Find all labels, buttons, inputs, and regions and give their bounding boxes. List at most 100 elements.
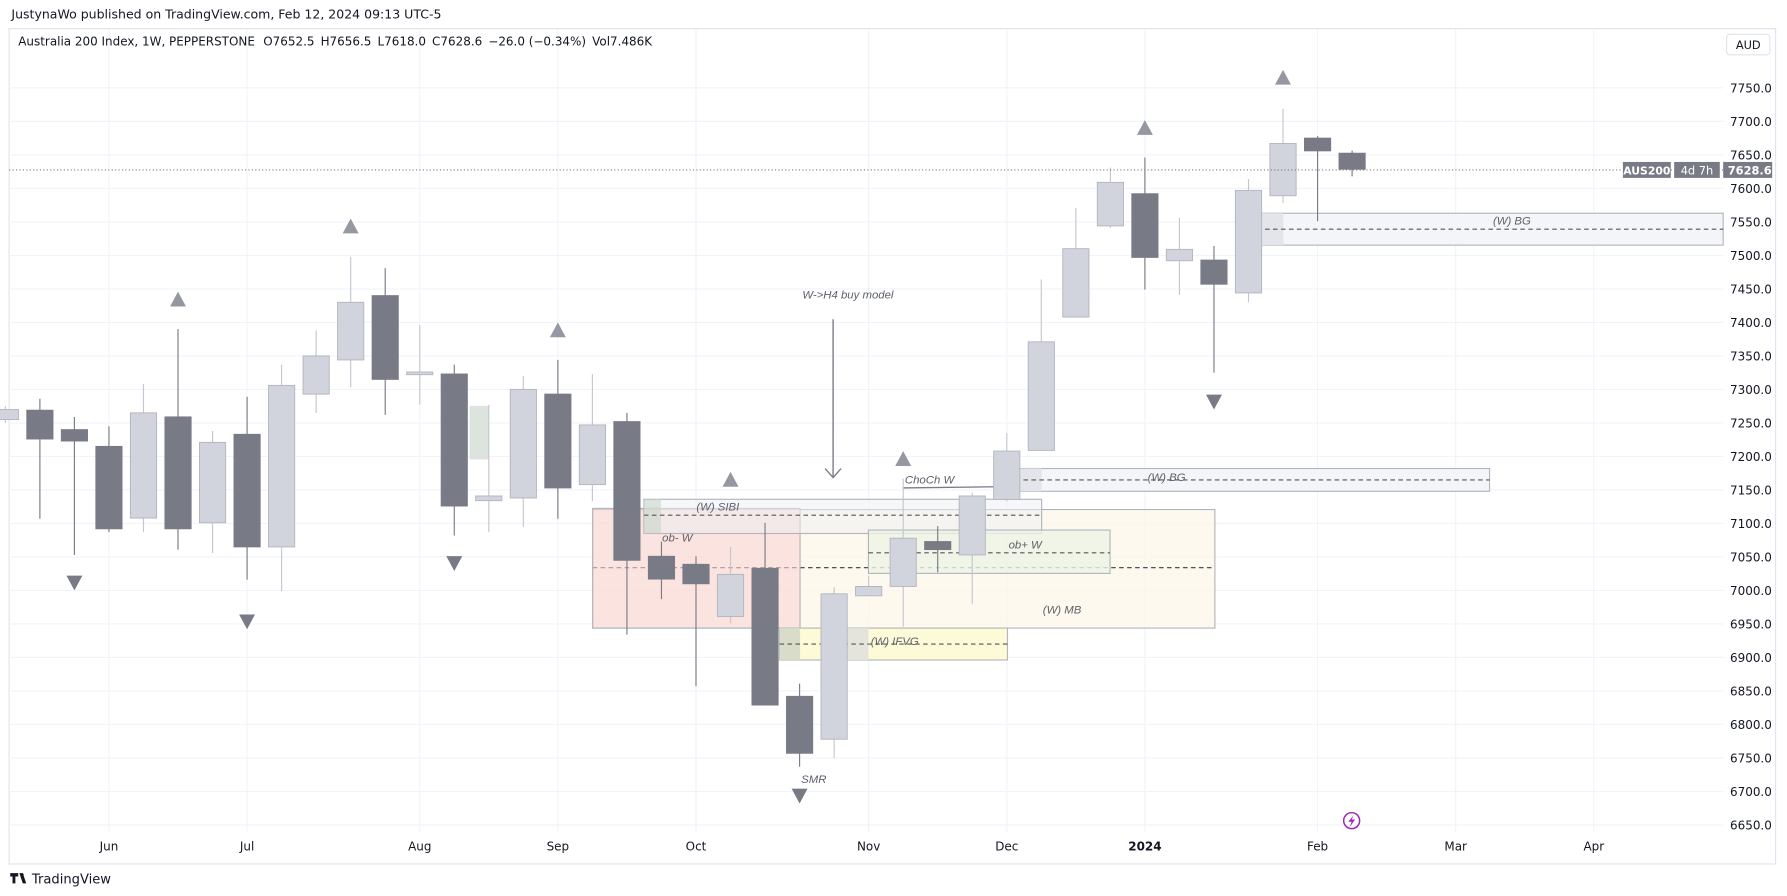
price-tick-label: 6750.0 xyxy=(1730,752,1772,766)
price-tick-label: 6900.0 xyxy=(1730,651,1772,665)
candle-body xyxy=(544,393,572,489)
candle xyxy=(889,478,917,627)
candle-body xyxy=(751,567,779,706)
time-tick-label: Apr xyxy=(1583,839,1604,853)
candle xyxy=(509,376,537,527)
time-tick-label: Feb xyxy=(1307,839,1328,853)
time-tick-label: Mar xyxy=(1444,839,1467,853)
triangle-down-icon xyxy=(446,556,463,571)
candle xyxy=(302,330,330,413)
triangle-down-icon xyxy=(239,614,256,630)
candle xyxy=(440,364,468,536)
candle xyxy=(855,575,883,597)
buy-model-label: W->H4 buy model xyxy=(802,290,894,302)
tradingview-logo-icon xyxy=(10,873,27,884)
candle xyxy=(682,556,710,687)
candle xyxy=(406,325,434,405)
candle-body xyxy=(682,563,710,585)
candle xyxy=(647,541,676,600)
candle-body xyxy=(26,409,54,440)
triangle-up-icon xyxy=(1275,69,1292,85)
price-tick-label: 7450.0 xyxy=(1730,282,1772,296)
tradingview-logo[interactable]: TradingView xyxy=(10,872,111,887)
price-tick-label: 7550.0 xyxy=(1730,215,1772,229)
candle-body xyxy=(855,585,883,597)
candle xyxy=(1304,136,1332,222)
candle xyxy=(544,359,572,519)
annotation-labels: W->H4 buy model (W) BG (W) BG ChoCh W (W… xyxy=(662,216,1531,786)
candle xyxy=(164,329,192,550)
legend-low: L7618.0 xyxy=(377,35,425,49)
price-tick-label: 7650.0 xyxy=(1730,148,1772,162)
candle xyxy=(958,492,986,604)
candle-body xyxy=(1096,181,1124,227)
smr-label: SMR xyxy=(801,774,826,786)
candle xyxy=(268,364,296,592)
candle-body xyxy=(1027,341,1055,451)
price-tick-label: 6650.0 xyxy=(1730,819,1772,833)
time-tick-label: Jun xyxy=(99,839,119,853)
candle xyxy=(613,412,641,635)
currency-button[interactable]: AUD xyxy=(1726,33,1771,56)
price-tick-label: 7200.0 xyxy=(1730,450,1772,464)
price-tick-label: 7150.0 xyxy=(1730,483,1772,497)
candle xyxy=(0,406,19,423)
candle-body xyxy=(958,495,986,556)
candle xyxy=(1200,246,1228,373)
candle xyxy=(993,432,1021,502)
candle xyxy=(1131,157,1159,290)
candle-body xyxy=(716,573,745,618)
sibi-shade xyxy=(643,499,662,534)
time-tick-label: Sep xyxy=(547,839,570,853)
time-tick-label: 2024 xyxy=(1128,839,1161,853)
candle-body xyxy=(1234,189,1263,294)
currency-label[interactable]: AUD xyxy=(1736,38,1761,52)
candle-body xyxy=(1304,137,1332,152)
legend-close: C7628.6 xyxy=(432,35,482,49)
triangle-down-icon xyxy=(66,575,83,591)
triangle-up-icon xyxy=(549,322,566,338)
candle xyxy=(337,256,365,388)
candle xyxy=(60,416,88,555)
price-tick-label: 7000.0 xyxy=(1730,584,1772,598)
bg-upper-label: (W) BG xyxy=(1493,216,1531,228)
candle-body xyxy=(198,441,227,524)
candle xyxy=(716,546,745,624)
candle xyxy=(1234,179,1263,303)
candle-body xyxy=(406,371,434,376)
candle-body xyxy=(302,355,330,395)
candle xyxy=(26,398,54,519)
candle-body xyxy=(440,373,468,507)
legend-open: O7652.5 xyxy=(263,35,314,49)
green-shade xyxy=(469,405,489,460)
candle-body xyxy=(268,384,296,548)
candle-body xyxy=(1062,248,1090,318)
candle-body xyxy=(889,537,917,587)
choch-line xyxy=(902,486,998,489)
time-tick-label: Oct xyxy=(686,839,707,853)
price-tick-label: 6850.0 xyxy=(1730,685,1772,699)
symbol-price-label: AUS200 4d 7h 7628.6 xyxy=(1622,161,1773,178)
last-price-value: 7628.6 xyxy=(1728,163,1772,177)
time-tick-label: Aug xyxy=(408,839,431,853)
triangle-up-icon xyxy=(170,291,186,307)
price-tick-label: 6800.0 xyxy=(1730,718,1772,732)
legend-change: −26.0 (−0.34%) xyxy=(488,35,586,49)
candle-body xyxy=(613,421,641,561)
time-tick-label: Nov xyxy=(857,839,880,853)
candle-body xyxy=(164,416,192,530)
candle-body xyxy=(924,541,952,551)
triangle-up-icon xyxy=(722,471,739,487)
lightning-icon[interactable] xyxy=(1342,811,1361,830)
candle-body xyxy=(820,593,848,740)
legend-symbol: Australia 200 Index, 1W, PEPPERSTONE xyxy=(18,35,255,49)
price-axis[interactable]: 7750.0 7700.0 7650.0 7600.0 7550.0 7500.0 7450… xyxy=(1730,81,1772,832)
candle xyxy=(371,268,399,415)
time-axis[interactable]: Jun Jul Aug Sep Oct Nov Dec 2024 Feb Mar Apr xyxy=(99,839,1605,853)
mb-label: (W) MB xyxy=(1043,604,1082,616)
ob-plus-label: ob+ W xyxy=(1009,539,1043,551)
candle-body xyxy=(1338,152,1366,170)
price-tick-label: 7250.0 xyxy=(1730,416,1772,430)
price-tick-label: 7400.0 xyxy=(1730,316,1772,330)
